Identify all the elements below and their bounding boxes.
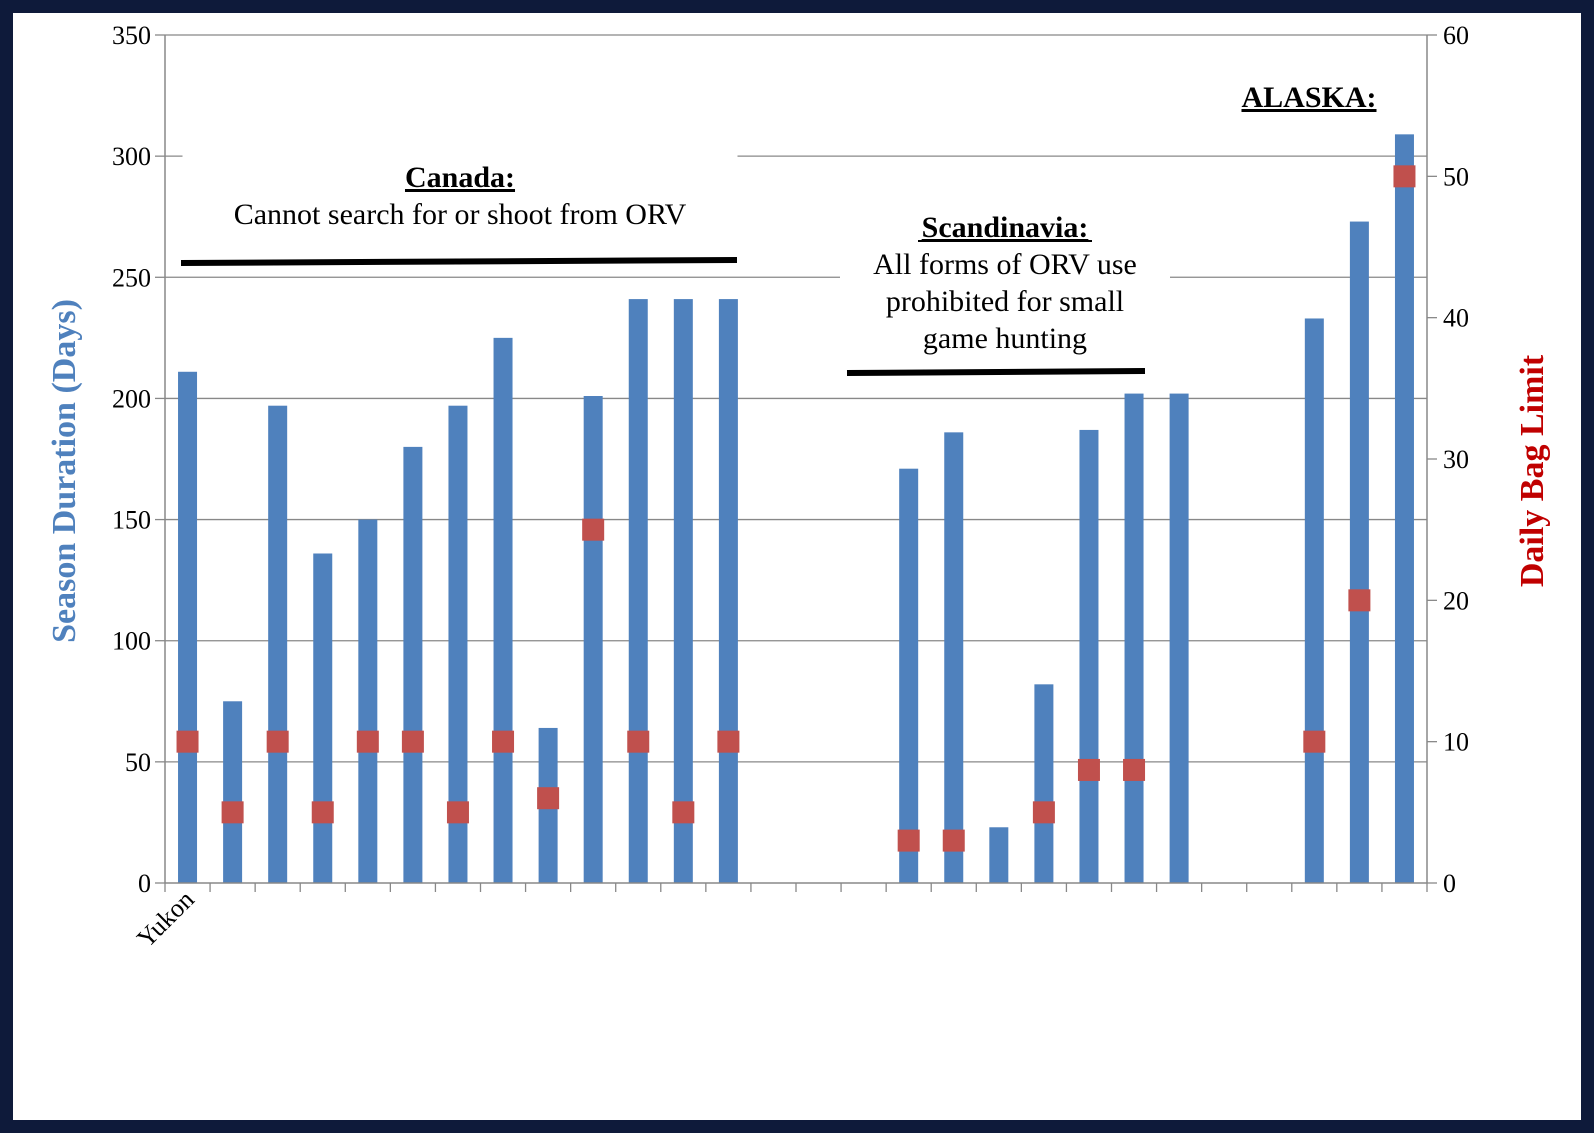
scandinavia-annotation-text: prohibited for small	[886, 285, 1124, 318]
bag-limit-marker	[942, 829, 965, 852]
bag-limit-marker	[311, 801, 334, 824]
bar	[1349, 221, 1369, 883]
bar	[1034, 684, 1054, 883]
right-tick-label: 10	[1443, 728, 1469, 757]
scandinavia-annotation-background	[840, 203, 1170, 357]
scandinavia-annotation-text: All forms of ORV use	[873, 248, 1137, 281]
bar	[1169, 393, 1189, 883]
bar	[718, 299, 738, 883]
right-tick-label: 40	[1443, 304, 1469, 333]
chart-frame: 0 50 100 150 200 250 300 350 0 10 20 30 40 50 60 Yukon …	[13, 13, 1581, 1120]
right-tick-label: 30	[1443, 445, 1469, 474]
scandinavia-annotation-text: game hunting	[923, 322, 1087, 355]
bag-limit-marker	[266, 730, 289, 753]
bar	[403, 446, 423, 883]
left-axis-title: Season Duration (Days)	[46, 299, 83, 643]
alaska-annotation-background	[1236, 73, 1382, 116]
bag-limit-marker	[672, 801, 695, 824]
bar	[989, 827, 1009, 883]
bar	[1304, 318, 1324, 884]
bag-limit-marker	[1032, 801, 1055, 824]
chart: 0501001502002503003500102030405060Yukon …	[46, 21, 1551, 953]
left-tick-label: 300	[112, 142, 151, 171]
bar	[944, 432, 964, 883]
canada-bracket-line	[180, 257, 738, 266]
left-tick-label: 250	[112, 263, 151, 292]
left-tick-label: 100	[112, 627, 151, 656]
bar	[313, 553, 333, 883]
right-tick-label: 20	[1443, 586, 1469, 615]
bag-limit-marker	[1077, 758, 1100, 781]
canada-annotation-text: Cannot search for or shoot from ORV	[234, 198, 687, 231]
bag-limit-marker	[221, 801, 244, 824]
bar	[1124, 393, 1144, 883]
bar	[178, 371, 198, 883]
bar	[583, 396, 603, 883]
bag-limit-marker	[492, 730, 515, 753]
left-tick-label: 350	[112, 21, 151, 50]
bar	[1079, 429, 1099, 883]
bar	[223, 701, 243, 883]
bag-limit-marker	[537, 787, 560, 810]
bar	[358, 519, 378, 883]
scandinavia-bracket-line	[846, 368, 1146, 376]
right-tick-label: 50	[1443, 162, 1469, 191]
left-tick-label: 50	[125, 748, 151, 777]
bar	[268, 405, 288, 883]
canada-annotation-heading: Canada:	[405, 161, 515, 194]
right-tick-label: 0	[1443, 869, 1456, 898]
canada-annotation-background	[182, 153, 738, 233]
bar	[493, 337, 513, 883]
bag-limit-marker	[897, 829, 920, 852]
bag-limit-marker	[446, 801, 469, 824]
right-axis-title: Daily Bag Limit	[1514, 354, 1551, 587]
bag-limit-marker	[1348, 589, 1371, 612]
bar	[1394, 134, 1414, 883]
bag-limit-marker	[582, 518, 605, 541]
bar	[448, 405, 468, 883]
bar	[899, 468, 919, 883]
left-tick-label: 150	[112, 506, 151, 535]
bag-limit-marker	[627, 730, 650, 753]
bag-limit-marker	[401, 730, 424, 753]
left-tick-label: 0	[138, 869, 151, 898]
bag-limit-marker	[176, 730, 199, 753]
scandinavia-annotation-heading: Scandinavia:	[922, 211, 1089, 244]
left-tick-label: 200	[112, 384, 151, 413]
bar	[673, 299, 693, 883]
bar	[628, 299, 648, 883]
bag-limit-marker	[1303, 730, 1326, 753]
bag-limit-marker	[717, 730, 740, 753]
bag-limit-marker	[1393, 165, 1416, 188]
bag-limit-marker	[1123, 758, 1146, 781]
bag-limit-marker	[356, 730, 379, 753]
alaska-annotation-heading: ALASKA:	[1241, 81, 1376, 114]
right-tick-label: 60	[1443, 21, 1469, 50]
